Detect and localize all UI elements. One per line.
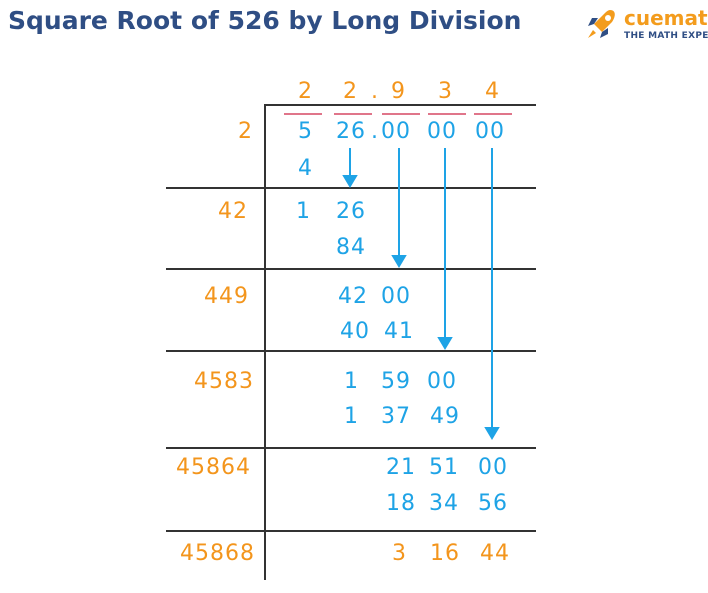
brand-tagline: THE MATH EXPERT (624, 31, 708, 41)
divisor: 2 (238, 119, 253, 144)
remainder-group: 3 (392, 541, 407, 566)
arrow-head (484, 427, 500, 440)
divisor: 42 (218, 199, 248, 224)
subtract-group: 56 (478, 491, 508, 516)
pair-bar (334, 113, 372, 115)
subtract-group: 34 (429, 491, 459, 516)
subtract-group: 41 (384, 319, 414, 344)
remainder-group: 42 (338, 284, 368, 309)
divisor: 45868 (180, 541, 255, 566)
dividend-group: 00 (381, 119, 411, 144)
quotient-digit: 2 (298, 79, 313, 104)
remainder-group: 26 (336, 199, 366, 224)
dividend-group: 00 (427, 119, 457, 144)
quotient-point: . (371, 79, 379, 104)
pair-bar (284, 113, 322, 115)
remainder-group: 21 (386, 455, 416, 480)
remainder-group: 44 (480, 541, 510, 566)
page-title: Square Root of 526 by Long Division (8, 6, 522, 35)
subtract-value: 4 (298, 156, 313, 181)
subtract-value: 84 (336, 235, 366, 260)
dividend-group: 26 (336, 119, 366, 144)
rocket-icon (584, 6, 620, 46)
divisor: 4583 (194, 369, 254, 394)
remainder-group: 1 (296, 199, 311, 224)
row-separator (166, 447, 536, 449)
remainder-group: 51 (429, 455, 459, 480)
brand-name: cuemath (624, 6, 708, 30)
subtract-group: 18 (386, 491, 416, 516)
pair-bar (474, 113, 512, 115)
row-separator (166, 530, 536, 532)
divisor: 45864 (176, 455, 251, 480)
row-separator (166, 350, 536, 352)
arrow-head (391, 255, 407, 268)
remainder-group: 00 (427, 369, 457, 394)
dividend-group: 00 (475, 119, 505, 144)
division-vertical-line (264, 104, 266, 580)
subtract-group: 40 (340, 319, 370, 344)
arrow-head (437, 337, 453, 350)
quotient-line (264, 104, 536, 106)
row-separator (166, 268, 536, 270)
pair-bar (428, 113, 466, 115)
divisor: 449 (204, 284, 249, 309)
remainder-group: 1 (344, 369, 359, 394)
remainder-group: 00 (381, 284, 411, 309)
dividend-group: 5 (298, 119, 313, 144)
subtract-group: 37 (381, 404, 411, 429)
quotient-digit: 9 (391, 79, 406, 104)
quotient-digit: 3 (438, 79, 453, 104)
subtract-group: 1 (344, 404, 359, 429)
arrow-head (342, 175, 358, 188)
row-separator (166, 187, 536, 189)
dividend-point: . (371, 119, 379, 144)
remainder-group: 16 (430, 541, 460, 566)
remainder-group: 59 (381, 369, 411, 394)
subtract-group: 49 (430, 404, 460, 429)
remainder-group: 00 (478, 455, 508, 480)
quotient-digit: 2 (343, 79, 358, 104)
pair-bar (382, 113, 420, 115)
quotient-digit: 4 (485, 79, 500, 104)
